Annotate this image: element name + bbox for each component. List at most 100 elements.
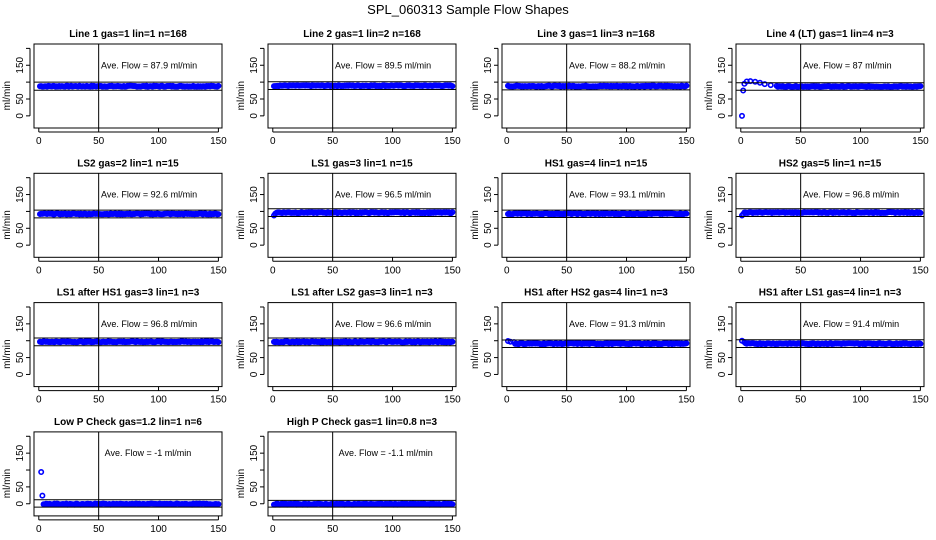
average-flow-label: Ave. Flow = 87 ml/min xyxy=(803,60,892,70)
x-tick-label: 100 xyxy=(150,136,167,147)
x-tick-label: 100 xyxy=(618,265,635,276)
data-point xyxy=(738,112,745,119)
panel: Line 1 gas=1 lin=1 n=168 Ave. Flow = 87.9… xyxy=(2,29,227,147)
y-tick-label: 50 xyxy=(15,222,26,234)
y-axis-label: ml/min xyxy=(704,81,715,110)
y-axis-label: ml/min xyxy=(470,339,481,368)
data-point xyxy=(215,82,222,89)
plot-frame xyxy=(33,43,223,129)
y-tick-label: 150 xyxy=(483,186,494,203)
x-tick-label: 0 xyxy=(504,136,510,147)
data-point xyxy=(449,209,456,216)
plot-frame xyxy=(735,172,925,258)
plot-frame xyxy=(267,43,457,129)
y-tick-label: 0 xyxy=(717,242,728,248)
y-tick-label: 50 xyxy=(15,352,26,364)
average-flow-label: Ave. Flow = 96.8 ml/min xyxy=(803,190,899,200)
x-tick-label: 100 xyxy=(150,524,167,535)
x-tick-label: 0 xyxy=(738,136,744,147)
y-tick-label: 0 xyxy=(249,113,260,119)
x-tick-label: 150 xyxy=(912,395,929,406)
y-tick-label: 50 xyxy=(483,352,494,364)
y-axis-label: ml/min xyxy=(704,210,715,239)
x-tick-label: 0 xyxy=(504,395,510,406)
y-axis-label: ml/min xyxy=(704,339,715,368)
data-point xyxy=(761,81,768,88)
y-axis-label: ml/min xyxy=(2,210,13,239)
y-tick-label: 0 xyxy=(483,371,494,377)
plot-frame xyxy=(267,431,457,517)
data-point xyxy=(683,210,690,217)
panel: LS2 gas=2 lin=1 n=15 Ave. Flow = 92.6 ml/… xyxy=(2,158,227,276)
x-tick-label: 0 xyxy=(270,524,276,535)
y-tick-label: 50 xyxy=(717,352,728,364)
panel: HS2 gas=5 lin=1 n=15 Ave. Flow = 96.8 ml/… xyxy=(704,158,929,276)
x-tick-label: 100 xyxy=(150,265,167,276)
panel-title: HS1 gas=4 lin=1 n=15 xyxy=(545,158,648,169)
x-tick-label: 50 xyxy=(93,395,105,406)
x-tick-label: 100 xyxy=(852,265,869,276)
x-tick-label: 150 xyxy=(678,265,695,276)
x-tick-label: 100 xyxy=(384,395,401,406)
x-tick-label: 0 xyxy=(36,395,42,406)
x-tick-label: 50 xyxy=(795,136,807,147)
data-point xyxy=(752,78,759,85)
y-tick-label: 0 xyxy=(249,501,260,507)
y-axis-label: ml/min xyxy=(236,339,247,368)
x-tick-label: 150 xyxy=(444,265,461,276)
x-tick-label: 0 xyxy=(504,265,510,276)
x-tick-label: 50 xyxy=(327,265,339,276)
y-tick-label: 0 xyxy=(15,501,26,507)
y-tick-label: 0 xyxy=(483,113,494,119)
y-tick-label: 0 xyxy=(249,242,260,248)
x-tick-label: 0 xyxy=(270,265,276,276)
average-flow-label: Ave. Flow = 96.6 ml/min xyxy=(335,319,431,329)
y-axis-label: ml/min xyxy=(236,210,247,239)
x-tick-label: 0 xyxy=(36,524,42,535)
plot-frame xyxy=(33,431,223,517)
x-tick-label: 150 xyxy=(678,395,695,406)
x-tick-label: 50 xyxy=(561,136,573,147)
panel: Low P Check gas=1.2 lin=1 n=6 Ave. Flow =… xyxy=(2,417,227,535)
y-axis-label: ml/min xyxy=(236,81,247,110)
panel-title: Line 1 gas=1 lin=1 n=168 xyxy=(69,29,187,40)
y-axis-label: ml/min xyxy=(2,339,13,368)
average-flow-label: Ave. Flow = -1 ml/min xyxy=(105,448,192,458)
y-tick-label: 0 xyxy=(15,242,26,248)
x-tick-label: 150 xyxy=(678,136,695,147)
data-point xyxy=(449,501,456,508)
y-tick-label: 50 xyxy=(249,352,260,364)
x-tick-label: 50 xyxy=(93,265,105,276)
x-tick-label: 50 xyxy=(561,395,573,406)
x-tick-label: 150 xyxy=(912,265,929,276)
x-tick-label: 100 xyxy=(618,136,635,147)
y-tick-label: 50 xyxy=(717,93,728,105)
y-tick-label: 150 xyxy=(249,56,260,73)
panel: LS1 after HS1 gas=3 lin=1 n=3 Ave. Flow =… xyxy=(2,288,227,406)
main-title: SPL_060313 Sample Flow Shapes xyxy=(367,2,569,17)
y-axis-label: ml/min xyxy=(2,469,13,498)
plot-frame xyxy=(735,43,925,129)
average-flow-label: Ave. Flow = 91.4 ml/min xyxy=(803,319,899,329)
y-axis-label: ml/min xyxy=(470,81,481,110)
x-tick-label: 50 xyxy=(795,265,807,276)
y-tick-label: 150 xyxy=(717,315,728,332)
x-tick-label: 50 xyxy=(795,395,807,406)
panel-title: High P Check gas=1 lin=0.8 n=3 xyxy=(287,417,438,428)
x-tick-label: 150 xyxy=(912,136,929,147)
data-point xyxy=(215,501,222,508)
y-tick-label: 50 xyxy=(717,222,728,234)
panel: Line 2 gas=1 lin=2 n=168 Ave. Flow = 89.5… xyxy=(236,29,461,147)
average-flow-label: Ave. Flow = 92.6 ml/min xyxy=(101,190,197,200)
data-point xyxy=(39,492,46,499)
y-tick-label: 0 xyxy=(15,113,26,119)
x-tick-label: 150 xyxy=(444,395,461,406)
x-tick-label: 50 xyxy=(327,395,339,406)
panel-title: Line 3 gas=1 lin=3 n=168 xyxy=(537,29,655,40)
x-tick-label: 50 xyxy=(327,524,339,535)
data-point xyxy=(38,469,45,476)
x-tick-label: 150 xyxy=(210,265,227,276)
y-tick-label: 50 xyxy=(15,481,26,493)
x-tick-label: 50 xyxy=(93,524,105,535)
data-point xyxy=(215,211,222,218)
